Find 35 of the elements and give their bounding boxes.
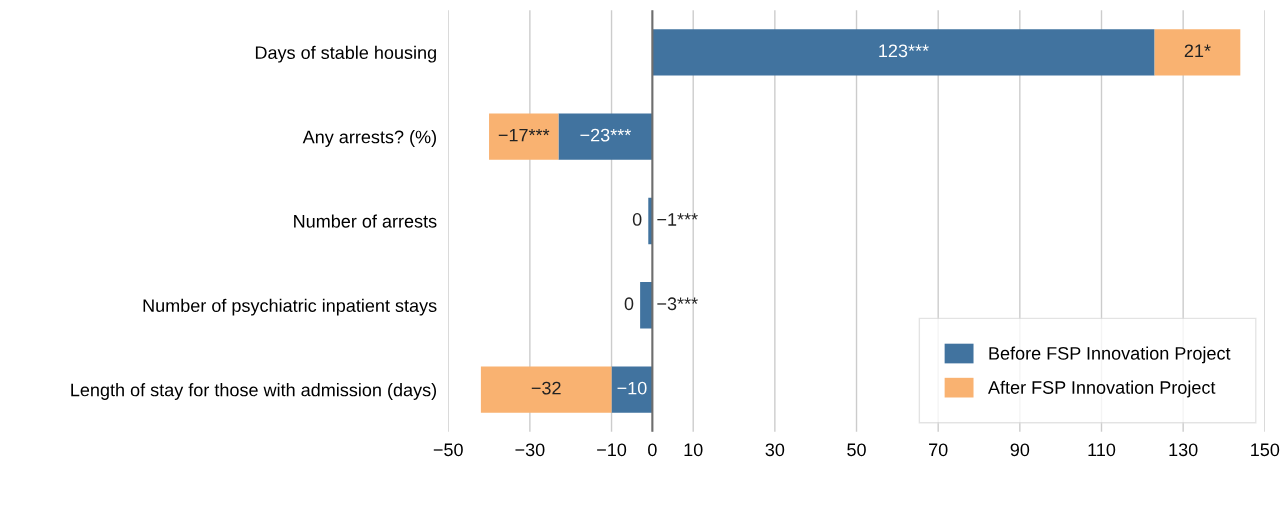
legend-label: Before FSP Innovation Project: [989, 346, 1231, 364]
bar: [611, 366, 653, 413]
data-label: −1***: [657, 213, 698, 226]
y-tick-label: Number of arrests: [294, 214, 437, 228]
bar: [480, 366, 612, 413]
x-tick-label: −10: [597, 443, 627, 457]
data-label: −32: [531, 381, 561, 395]
x-tick-label: 10: [684, 443, 703, 457]
x-tick-label: −50: [433, 443, 463, 457]
data-label: −23***: [580, 128, 631, 142]
data-label: −3***: [657, 297, 698, 311]
data-label: 21*: [1184, 44, 1211, 57]
y-tick-label: Length of stay for those with admission (days): [71, 383, 437, 400]
data-label: −10: [617, 381, 647, 395]
y-tick-label: Any arrests? (%): [302, 130, 436, 147]
x-tick-label: 50: [847, 443, 866, 457]
data-label: 0: [624, 297, 634, 311]
legend-label: After FSP Innovation Project: [988, 380, 1216, 398]
data-label: 0: [632, 213, 642, 226]
bar: [652, 29, 1155, 76]
x-tick-label: 90: [1010, 443, 1030, 457]
data-label: −17***: [498, 128, 550, 142]
y-tick-label: Days of stable housing: [255, 45, 436, 63]
x-tick-label: −30: [515, 443, 545, 457]
x-tick-label: 30: [765, 443, 785, 457]
bar: [558, 113, 653, 160]
x-tick-label: 130: [1169, 443, 1198, 457]
x-tick-label: 110: [1088, 443, 1116, 457]
x-tick-label: 70: [929, 443, 948, 457]
bar: [489, 113, 559, 160]
x-tick-label: 0: [648, 443, 657, 457]
data-label: 123***: [879, 44, 929, 58]
x-tick-label: 150: [1251, 443, 1280, 457]
y-tick-label: Number of psychiatric inpatient stays: [143, 298, 437, 316]
bar: [1154, 29, 1241, 76]
